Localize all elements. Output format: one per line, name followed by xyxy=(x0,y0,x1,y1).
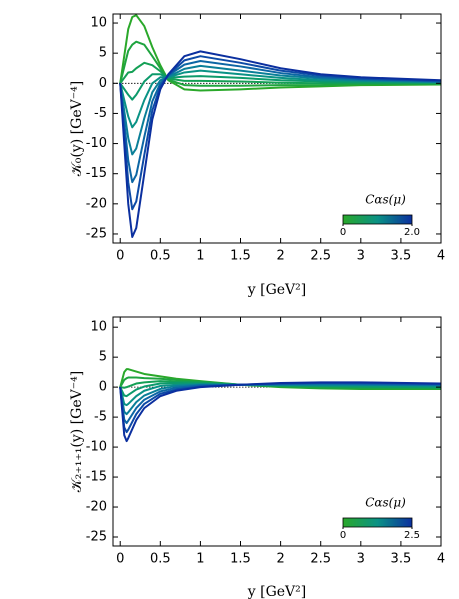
y-tick-label: -15 xyxy=(86,166,107,181)
x-tick-label: 3 xyxy=(357,249,365,264)
x-tick-label: 1.5 xyxy=(230,249,251,264)
curve xyxy=(119,383,442,416)
x-tick-label: 2.5 xyxy=(310,249,331,264)
y-axis-label: 𝒦₂₊₁₊₁(y) [GeV⁻⁴] xyxy=(69,371,85,492)
colorbar-label: Cαs(μ) xyxy=(365,496,406,510)
y-tick-label: -5 xyxy=(94,410,107,425)
y-tick-label: -20 xyxy=(86,500,107,515)
x-tick-label: 3.5 xyxy=(391,249,412,264)
curve xyxy=(119,40,441,87)
x-tick-label: 0 xyxy=(116,249,124,264)
colorbar xyxy=(342,214,413,225)
plot-frame xyxy=(112,13,442,244)
y-tick-label: -10 xyxy=(86,136,107,151)
x-tick-label: 2 xyxy=(276,552,284,567)
y-tick-label: -10 xyxy=(86,440,107,455)
x-tick-label: 0.5 xyxy=(150,552,171,567)
y-tick-label: 0 xyxy=(99,380,107,395)
y-tick-label: -15 xyxy=(86,470,107,485)
colorbar-tick-label: 2.0 xyxy=(404,227,420,238)
y-tick-label: -25 xyxy=(86,530,107,545)
x-tick-label: 1 xyxy=(196,249,204,264)
x-axis-label: y [GeV²] xyxy=(247,282,306,298)
x-tick-label: 2 xyxy=(276,249,284,264)
y-tick-label: -5 xyxy=(94,106,107,121)
colorbar-tick-label: 2.5 xyxy=(404,530,420,541)
curve xyxy=(119,381,442,443)
y-tick-label: -20 xyxy=(86,196,107,211)
plot-frame xyxy=(112,316,442,547)
x-tick-label: 0 xyxy=(116,552,124,567)
y-tick-label: 10 xyxy=(90,320,107,335)
x-tick-label: 3 xyxy=(357,552,365,567)
y-tick-label: 10 xyxy=(90,16,107,31)
y-tick-label: 5 xyxy=(99,350,107,365)
y-axis-label: 𝒦₀(y) [GeV⁻⁴] xyxy=(69,81,85,176)
curve xyxy=(119,376,441,390)
x-tick-label: 4 xyxy=(437,249,445,264)
x-tick-label: 1.5 xyxy=(230,552,251,567)
x-tick-label: 4 xyxy=(437,552,445,567)
curve xyxy=(119,50,442,238)
x-tick-label: 0.5 xyxy=(150,249,171,264)
y-tick-label: 5 xyxy=(99,46,107,61)
y-tick-label: 0 xyxy=(99,76,107,91)
x-axis-label: y [GeV²] xyxy=(247,584,306,599)
y-tick-label: -25 xyxy=(86,226,107,241)
colorbar-label: Cαs(μ) xyxy=(365,193,406,207)
colorbar xyxy=(342,517,413,528)
colorbar-tick-label: 0 xyxy=(340,227,346,238)
x-tick-label: 2.5 xyxy=(310,552,331,567)
x-tick-label: 3.5 xyxy=(391,552,412,567)
colorbar-tick-label: 0 xyxy=(340,530,346,541)
x-tick-label: 1 xyxy=(196,552,204,567)
